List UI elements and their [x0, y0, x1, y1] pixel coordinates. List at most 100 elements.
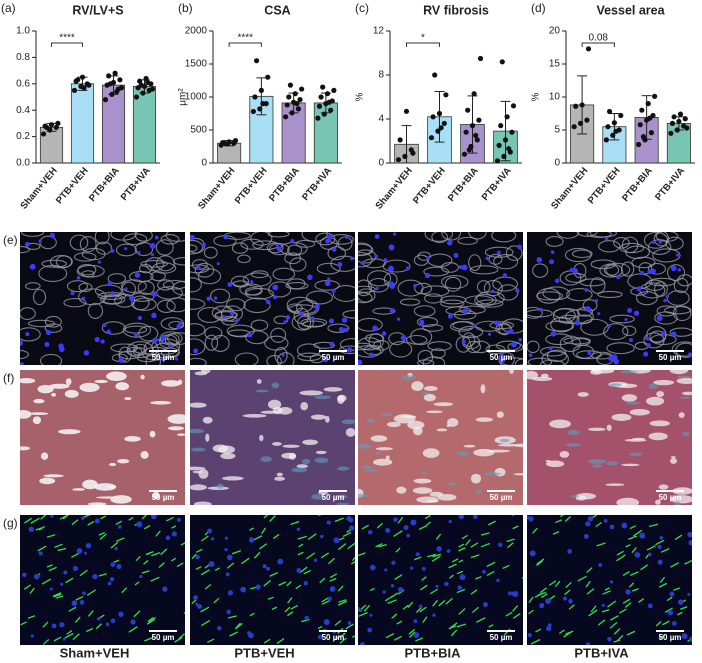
vessel	[200, 569, 210, 576]
vessel	[278, 581, 287, 586]
vessel	[35, 527, 43, 531]
vessel	[662, 620, 670, 626]
vessel	[295, 584, 302, 590]
cell	[358, 345, 382, 358]
nucleus	[45, 329, 52, 336]
data-point	[471, 91, 477, 97]
data-point	[402, 153, 408, 159]
vessel	[456, 623, 466, 628]
cell	[422, 324, 444, 332]
nucleus	[550, 250, 555, 254]
vessel	[424, 515, 431, 520]
nucleus	[515, 288, 520, 293]
vessel	[631, 588, 639, 592]
cell	[240, 238, 264, 250]
nucleus	[669, 591, 675, 597]
cell	[589, 232, 618, 238]
nucleus	[350, 257, 354, 261]
gap	[109, 462, 117, 467]
vessel	[318, 515, 323, 516]
cell	[297, 352, 322, 362]
nucleus	[584, 305, 591, 312]
vessel	[207, 638, 215, 644]
vessel	[673, 587, 681, 591]
nucleus	[396, 317, 401, 321]
vessel	[507, 542, 514, 549]
cell	[427, 253, 453, 268]
gap	[277, 406, 293, 415]
nucleus	[110, 562, 116, 568]
vessel	[539, 587, 547, 594]
vessel	[201, 619, 211, 627]
vessel	[564, 589, 571, 596]
significance-label: ****	[237, 33, 253, 44]
nucleus	[22, 572, 27, 578]
nucleus	[410, 519, 417, 526]
nucleus	[71, 600, 78, 607]
nucleus	[490, 289, 495, 294]
nucleus	[307, 274, 313, 281]
cell	[145, 353, 162, 365]
nucleus	[320, 534, 324, 539]
vessel	[166, 516, 174, 522]
vessel	[297, 551, 304, 556]
nucleus	[296, 568, 302, 573]
cell	[597, 290, 623, 299]
data-point	[107, 81, 113, 87]
gap	[110, 495, 132, 504]
cell	[527, 340, 540, 354]
nucleus	[250, 280, 254, 284]
nucleus	[665, 295, 669, 299]
vessel	[338, 599, 347, 603]
cell	[102, 295, 123, 305]
nucleus	[224, 548, 228, 552]
nucleus	[118, 357, 124, 364]
gap	[20, 409, 32, 419]
fibrosis	[565, 443, 581, 447]
nucleus	[341, 317, 348, 323]
nucleus	[436, 546, 442, 552]
vessel	[548, 580, 557, 586]
gap	[140, 374, 145, 380]
vessel	[334, 620, 342, 626]
nucleus	[240, 586, 247, 593]
cell	[358, 252, 373, 268]
nucleus	[348, 517, 354, 523]
data-point	[318, 94, 324, 100]
nucleus	[636, 286, 642, 292]
data-point	[676, 118, 682, 125]
vessel	[337, 585, 344, 592]
cell	[514, 358, 523, 365]
cell	[545, 320, 575, 332]
gap	[124, 436, 141, 442]
data-point	[75, 77, 81, 83]
cell	[134, 241, 154, 257]
vessel	[228, 615, 237, 619]
vessel	[267, 596, 274, 600]
nucleus	[594, 299, 599, 303]
cell	[330, 255, 355, 272]
cell	[190, 338, 206, 356]
cell	[315, 232, 336, 246]
vessel	[369, 587, 375, 592]
nucleus	[368, 352, 375, 358]
vessel	[74, 616, 81, 623]
data-point	[253, 58, 260, 64]
nucleus	[195, 554, 200, 560]
vessel	[418, 525, 428, 530]
nucleus	[38, 239, 42, 243]
nucleus	[367, 530, 373, 535]
gap	[150, 400, 172, 405]
cell	[440, 275, 469, 290]
data-point	[53, 124, 59, 130]
nucleus	[511, 341, 517, 348]
vessel	[358, 552, 366, 557]
vessel	[42, 638, 50, 645]
data-point	[441, 120, 447, 126]
nucleus	[107, 581, 112, 586]
x-tick-label: PTB+BIA	[446, 165, 481, 204]
micrograph	[527, 370, 692, 505]
vessel	[30, 517, 40, 524]
data-point	[579, 102, 585, 108]
gap	[531, 376, 553, 382]
